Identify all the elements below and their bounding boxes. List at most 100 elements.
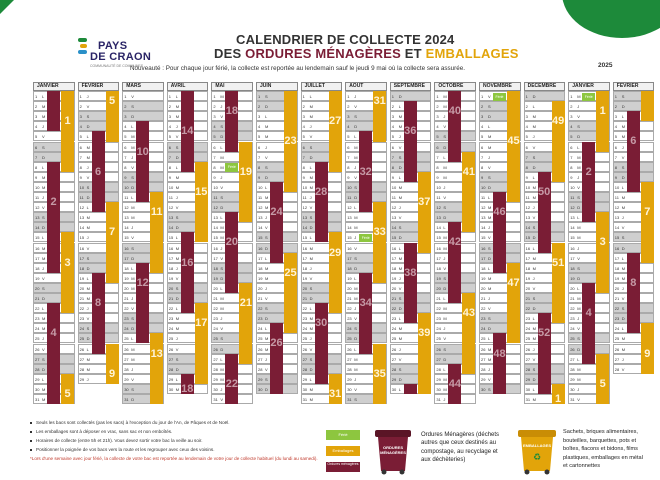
day-number: 21: [168, 296, 174, 301]
day-number: 6: [525, 144, 528, 150]
subtitle-emballages: EMBALLAGES: [425, 46, 519, 61]
day-number: 27: [258, 356, 263, 362]
day-cell: 29 V: [122, 373, 164, 384]
om-week-number: 36: [404, 125, 417, 138]
day-number: 14: [213, 225, 218, 231]
ferie-tag: Férié: [359, 233, 373, 243]
day-number: 16: [213, 245, 218, 251]
day-number: 9: [79, 174, 82, 180]
weekday-letter: L: [577, 285, 580, 291]
weekday-letter: J: [488, 366, 490, 372]
weekday-letter: V: [354, 386, 357, 392]
em-collection-zone: [640, 181, 654, 263]
om-collection-zone: [314, 303, 328, 384]
weekday-letter: V: [577, 114, 580, 120]
logo-icon: [78, 36, 90, 58]
day-number: 10: [436, 184, 441, 190]
weekday-letter: L: [577, 144, 580, 150]
day-number: 18: [258, 265, 263, 271]
day-number: 17: [258, 255, 263, 261]
day-number: 28: [614, 366, 620, 372]
weekday-letter: M: [354, 356, 358, 362]
weekday-letter: S: [309, 144, 313, 150]
weekday-letter: L: [42, 164, 45, 170]
weekday-letter: S: [86, 184, 90, 190]
day-cell: 23 M: [166, 313, 209, 324]
weekday-letter: L: [309, 235, 312, 241]
day-number: 25: [124, 336, 129, 342]
day-cell: 18 M: [256, 262, 298, 273]
day-number: 27: [391, 356, 397, 362]
day-number: 14: [481, 225, 486, 231]
em-week-number: 49: [551, 115, 565, 128]
em-collection-zone: [284, 91, 297, 192]
day-number: 1: [481, 94, 484, 99]
day-number: 5: [525, 134, 528, 140]
om-collection-zone: [403, 383, 417, 394]
day-number: 15: [168, 235, 174, 241]
em-week-number: 3: [599, 236, 606, 249]
day-number: 31: [213, 397, 218, 402]
day-number: 4: [614, 124, 618, 130]
weekday-letter: M: [488, 215, 492, 221]
om-collection-zone: [180, 373, 194, 394]
weekday-letter: L: [532, 316, 535, 322]
weekday-letter: V: [398, 285, 402, 291]
weekday-letter: D: [131, 255, 135, 261]
em-collection-zone: [328, 91, 342, 172]
day-number: 20: [35, 285, 40, 291]
weekday-letter: L: [220, 215, 223, 221]
day-number: 28: [302, 366, 308, 372]
weekday-letter: S: [42, 215, 45, 221]
weekday-letter: L: [86, 275, 89, 281]
note-4: Positionner la poignée de vos bacs vers …: [30, 447, 215, 452]
em-week-number: 39: [418, 327, 431, 340]
weekday-letter: D: [488, 255, 491, 261]
weekday-letter: D: [175, 366, 179, 372]
om-week-number: 12: [136, 276, 149, 289]
weekday-letter: L: [443, 154, 446, 160]
day-number: 25: [525, 336, 531, 342]
day-number: 31: [302, 397, 308, 402]
om-week-number: 14: [181, 125, 194, 138]
day-number: 9: [302, 174, 305, 180]
day-number: 2: [213, 104, 216, 110]
om-week-number: 10: [136, 145, 149, 158]
om-week-number: 6: [630, 135, 637, 148]
day-number: 18: [213, 265, 218, 271]
em-collection-zone: [596, 212, 610, 293]
weekday-letter: S: [577, 195, 580, 200]
month-header: JANVIER: [568, 82, 610, 91]
day-cell: 1 V Férié: [479, 91, 521, 102]
day-number: 12: [79, 205, 85, 211]
weekday-letter: M: [175, 326, 180, 332]
om-collection-zone: [403, 242, 417, 324]
day-number: 12: [347, 205, 352, 211]
day-cell: 29 J: [345, 373, 387, 384]
em-week-number: 51: [551, 256, 565, 269]
day-number: 29: [213, 376, 218, 382]
day-number: 8: [614, 164, 618, 170]
day-cell: 24 M: [166, 323, 209, 334]
weekday-letter: J: [265, 144, 267, 150]
weekday-letter: M: [354, 144, 358, 150]
day-number: 21: [436, 296, 441, 301]
weekday-letter: S: [175, 285, 179, 291]
em-collection-zone: [328, 373, 342, 405]
weekday-letter: M: [42, 174, 46, 180]
weekday-letter: D: [309, 225, 313, 231]
legend-key-om: Ordures ménagères: [326, 462, 360, 472]
weekday-letter: L: [86, 134, 89, 140]
em-collection-zone: [551, 101, 565, 182]
day-cell: 21 D: [33, 293, 75, 304]
day-number: 27: [614, 356, 620, 362]
weekday-letter: L: [131, 195, 134, 200]
day-number: 18: [347, 265, 352, 271]
weekday-letter: M: [577, 376, 581, 382]
day-number: 13: [302, 215, 308, 221]
weekday-letter: V: [220, 397, 224, 402]
